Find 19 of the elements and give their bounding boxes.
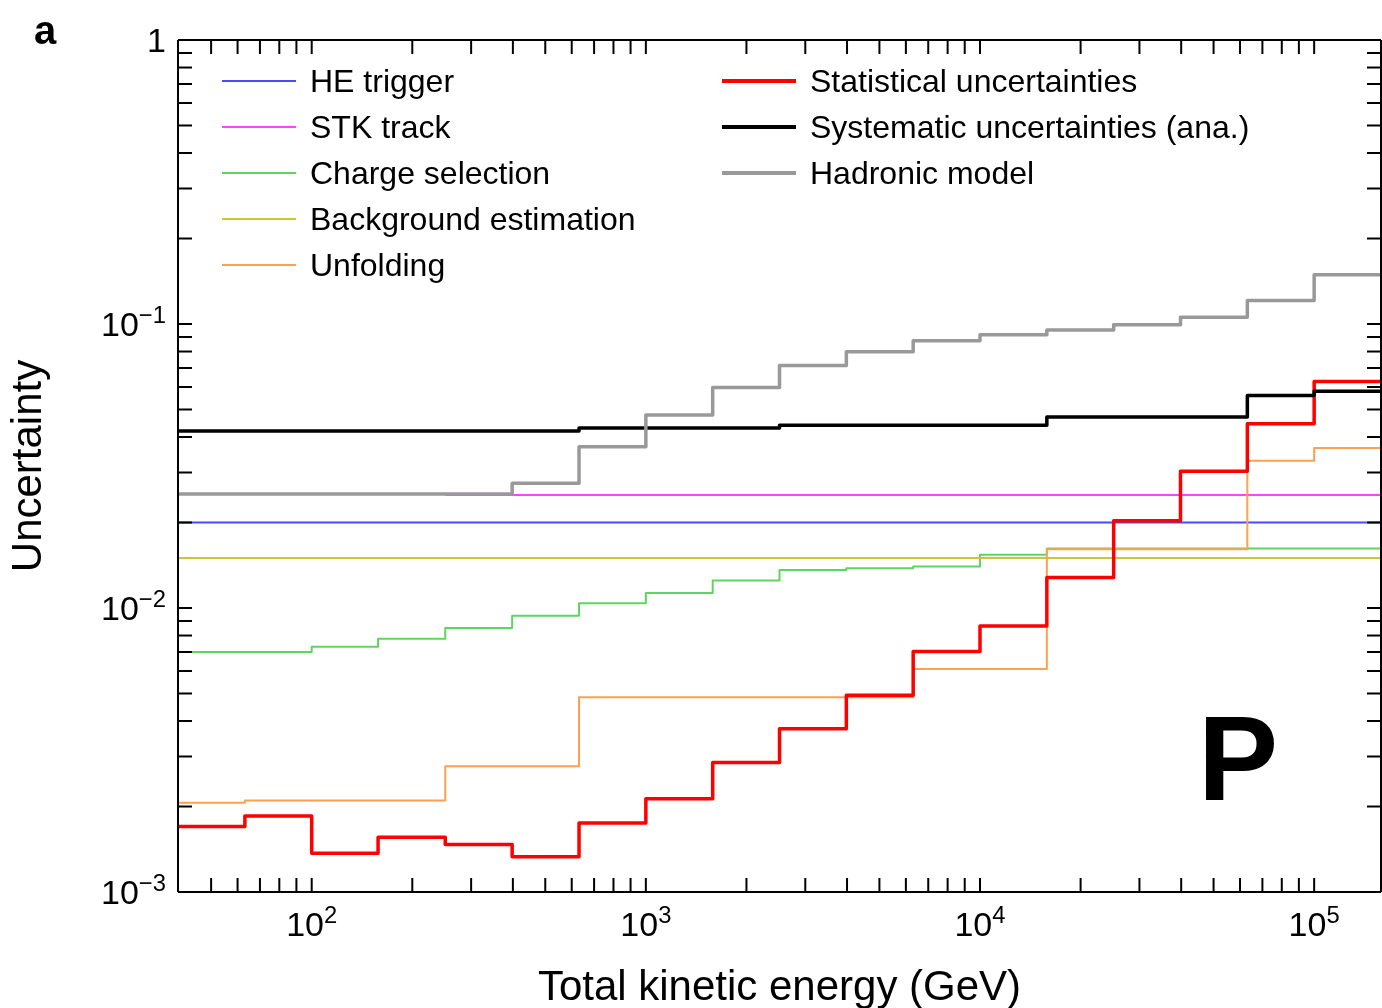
x-tick-label: 10$^{4}$ [954,900,1006,943]
x-tick-label: 10$^{2}$ [286,900,338,943]
legend-label: HE trigger [310,62,455,100]
x-tick-label: 10$^{3}$ [620,900,672,943]
x-tick-label: 10$^{5}$ [1288,900,1340,943]
annotation: P [1198,691,1279,825]
text: a [34,8,57,53]
legend-label: Systematic uncertainties (ana.) [810,108,1250,146]
y-tick-label: 10$^{−2}$ [101,584,166,627]
legend-label: Statistical uncertainties [810,62,1138,100]
y-tick-label: 10$^{−1}$ [101,300,166,343]
y-tick-label: 10$^{−3}$ [101,868,166,911]
legend-label: Hadronic model [810,154,1035,192]
legend-label: STK track [310,108,451,146]
legend-label: Charge selection [310,154,551,192]
legend-label: Background estimation [310,200,636,238]
legend-label: Unfolding [310,246,446,284]
y-tick-label: 1 [147,21,166,59]
y-axis-title: Uncertainty [2,359,50,573]
